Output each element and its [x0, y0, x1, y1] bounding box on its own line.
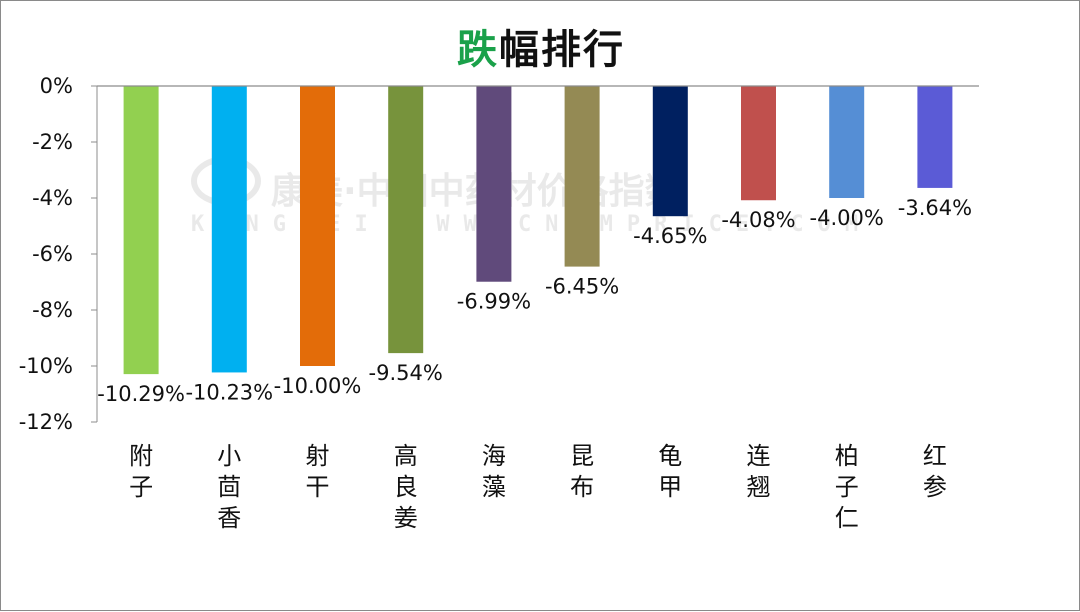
- x-category-label: 龟甲: [658, 442, 683, 501]
- data-label: -9.54%: [369, 361, 443, 385]
- data-label: -10.23%: [185, 380, 273, 404]
- x-category-label: 昆布: [570, 442, 595, 501]
- x-category-label: 海藻: [481, 442, 506, 501]
- x-category-label: 小茴香: [217, 442, 242, 532]
- data-label: -6.99%: [457, 290, 531, 314]
- bar: [652, 86, 688, 217]
- x-category-label: 柏子仁: [834, 442, 859, 532]
- y-tick-label: 0%: [40, 74, 73, 98]
- bar: [829, 86, 865, 198]
- chart-title: 跌幅排行: [1, 17, 1080, 75]
- data-label: -4.00%: [810, 206, 884, 230]
- data-label: -6.45%: [545, 275, 619, 299]
- bar: [388, 86, 424, 354]
- x-category-label: 红参: [922, 442, 947, 501]
- y-tick-label: -6%: [32, 242, 73, 266]
- data-label: -4.65%: [633, 224, 707, 248]
- bar: [211, 86, 247, 373]
- bar: [476, 86, 512, 282]
- bar: [564, 86, 600, 267]
- y-tick-label: -10%: [19, 354, 73, 378]
- bar: [741, 86, 776, 201]
- bar: [123, 86, 159, 375]
- data-label: -10.29%: [97, 382, 185, 406]
- y-tick-label: -8%: [32, 298, 73, 322]
- chart-title-rest: 幅排行: [499, 27, 625, 73]
- data-label: -4.08%: [721, 208, 795, 232]
- bar: [300, 86, 335, 366]
- x-category-label: 高良姜: [393, 442, 418, 532]
- y-tick-label: -4%: [32, 186, 73, 210]
- x-category-label: 附子: [129, 442, 154, 501]
- data-label: -10.00%: [274, 374, 362, 398]
- y-tick-label: -12%: [19, 410, 73, 434]
- chart-title-accent: 跌: [457, 27, 499, 73]
- x-category-label: 连翘: [746, 442, 771, 501]
- data-label: -3.64%: [898, 196, 972, 220]
- x-category-label: 射干: [305, 442, 330, 501]
- bar: [917, 86, 953, 188]
- y-tick-label: -2%: [32, 130, 73, 154]
